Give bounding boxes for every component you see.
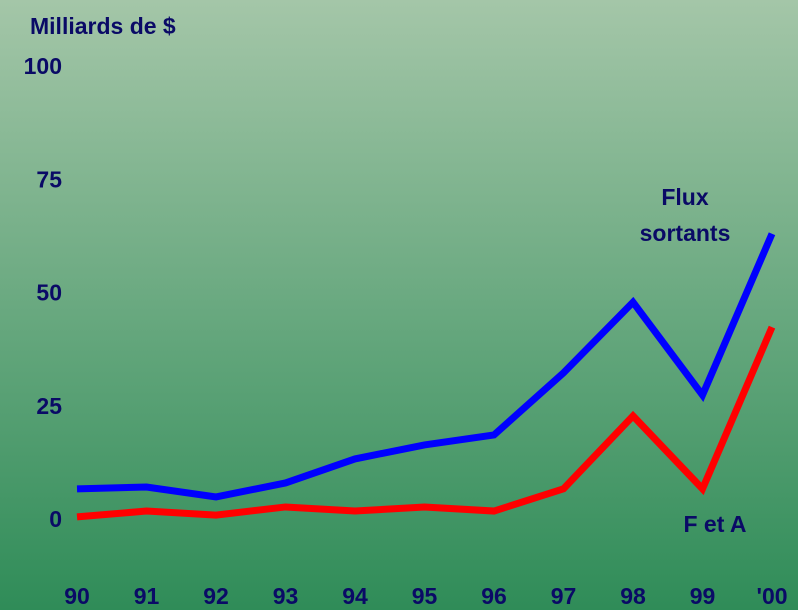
- x-tick-label: '00: [756, 583, 787, 609]
- x-tick-label: 91: [134, 583, 160, 609]
- x-tick-label: 96: [481, 583, 507, 609]
- data-line: [76, 325, 776, 521]
- y-tick-label: 100: [24, 53, 62, 79]
- series-label: Flux sortants: [639, 184, 731, 246]
- data-line: [76, 232, 776, 501]
- x-tick-label: 98: [620, 583, 646, 609]
- y-tick-label: 25: [36, 393, 62, 419]
- series-label: F et A: [683, 511, 747, 537]
- x-tick-label: 95: [412, 583, 438, 609]
- x-tick-label: 97: [551, 583, 577, 609]
- x-tick-label: 94: [342, 583, 368, 609]
- y-axis-label: Milliards de $: [30, 13, 176, 39]
- x-tick-label: 90: [64, 583, 90, 609]
- x-tick-label: 93: [273, 583, 299, 609]
- y-tick-label: 50: [36, 280, 62, 306]
- y-tick-label: 75: [36, 166, 62, 192]
- x-tick-label: 99: [690, 583, 716, 609]
- y-tick-label: 0: [49, 506, 62, 532]
- x-tick-label: 92: [203, 583, 229, 609]
